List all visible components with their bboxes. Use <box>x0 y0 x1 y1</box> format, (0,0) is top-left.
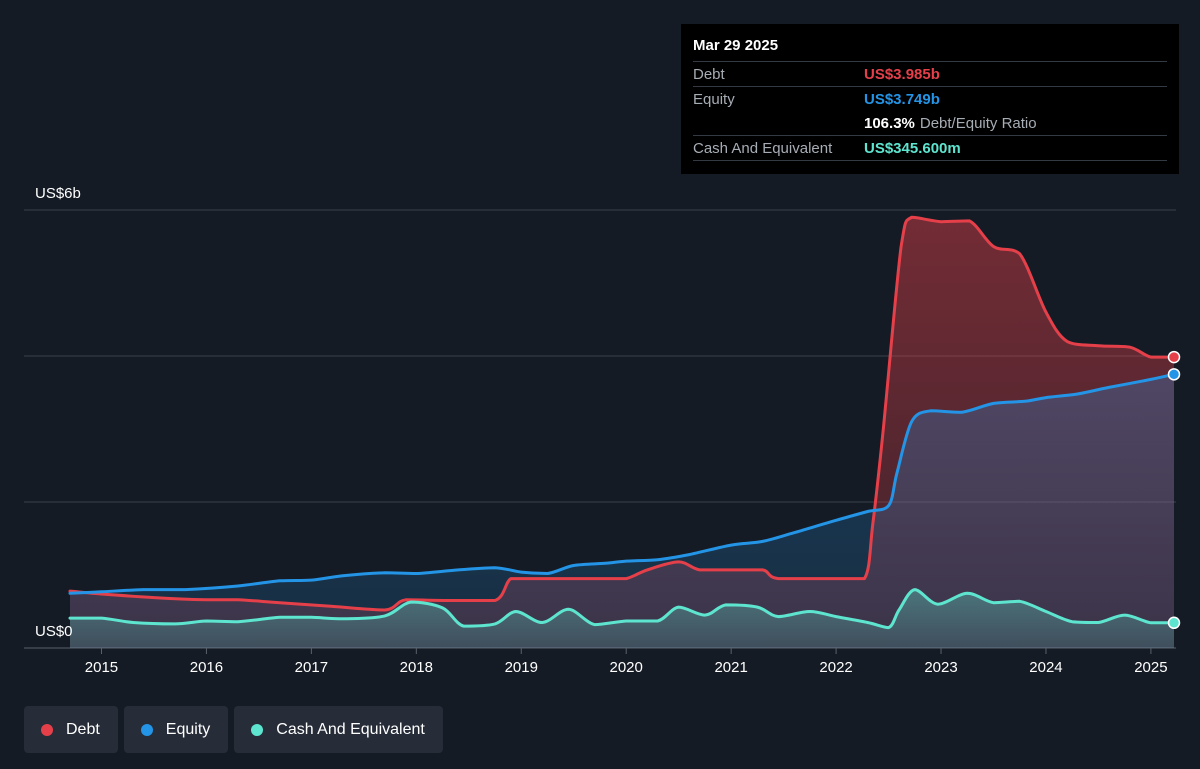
x-axis-ticks: 2015 2016 2017 2018 2019 2020 2021 2022 2023 2024… <box>85 648 1168 676</box>
legend-item-debt[interactable]: Debt <box>24 706 118 753</box>
tooltip-panel: Mar 29 2025 Debt US$3.985b Equity US$3.7… <box>681 24 1179 174</box>
debt-end-marker[interactable] <box>1167 350 1181 364</box>
cash-end-marker[interactable] <box>1167 616 1181 630</box>
equity-line <box>68 372 1176 595</box>
x-tick-label: 2016 <box>190 659 223 676</box>
tooltip-ratio-value: 106.3% <box>864 114 915 132</box>
debt-line <box>68 215 1176 612</box>
series-lines <box>68 215 1176 630</box>
end-markers <box>1167 350 1181 630</box>
legend-item-cash[interactable]: Cash And Equivalent <box>234 706 443 753</box>
equity-area <box>70 374 1174 648</box>
debt-dot-icon <box>41 723 53 736</box>
cash-area <box>70 589 1174 648</box>
axis-labels: US$6b US$0 <box>35 185 81 640</box>
tooltip-debt-value: US$3.985b <box>864 65 940 83</box>
equity-end-marker[interactable] <box>1167 368 1181 381</box>
legend-item-equity[interactable]: Equity <box>123 706 229 753</box>
tooltip-ratio-label: Debt/Equity Ratio <box>919 114 1037 132</box>
legend-label-cash: Cash And Equivalent <box>276 720 425 738</box>
legend-label-equity: Equity <box>165 720 211 738</box>
tooltip-debt-label: Debt <box>693 65 725 83</box>
legend-label-debt: Debt <box>66 720 100 738</box>
x-tick-label: 2020 <box>610 659 643 676</box>
equity-dot-icon <box>140 723 153 736</box>
y-axis-bottom-label: US$0 <box>35 623 73 640</box>
cash-line <box>68 588 1176 630</box>
tooltip-cash-label: Cash And Equivalent <box>693 139 833 157</box>
tooltip-equity-row: Equity US$3.749b <box>693 86 1167 111</box>
debt-equity-chart: US$6b US$0 2015 2016 2017 2018 2019 2020 2021 2… <box>24 185 1181 676</box>
x-tick-label: 2022 <box>819 659 852 676</box>
tooltip-debt-row: Debt US$3.985b <box>693 61 1167 86</box>
x-tick-label: 2024 <box>1029 659 1062 676</box>
tooltip-ratio-row: 106.3% Debt/Equity Ratio <box>693 111 1167 135</box>
tooltip-equity-value: US$3.749b <box>864 90 940 108</box>
series-areas <box>70 217 1174 649</box>
x-tick-label: 2019 <box>505 659 538 676</box>
tooltip-equity-label: Equity <box>693 90 735 108</box>
tooltip-cash-row: Cash And Equivalent US$345.600m <box>693 135 1167 161</box>
y-axis-top-label: US$6b <box>35 185 81 202</box>
x-tick-label: 2015 <box>85 659 118 676</box>
cash-dot-icon <box>251 723 264 736</box>
tooltip-cash-value: US$345.600m <box>864 139 961 157</box>
tooltip-date: Mar 29 2025 <box>693 37 779 54</box>
x-tick-label: 2025 <box>1134 659 1167 676</box>
x-tick-label: 2023 <box>924 659 957 676</box>
x-tick-label: 2021 <box>714 659 747 676</box>
x-tick-label: 2017 <box>295 659 328 676</box>
x-tick-label: 2018 <box>400 659 433 676</box>
chart-legend: Debt Equity Cash And Equivalent <box>24 706 443 753</box>
